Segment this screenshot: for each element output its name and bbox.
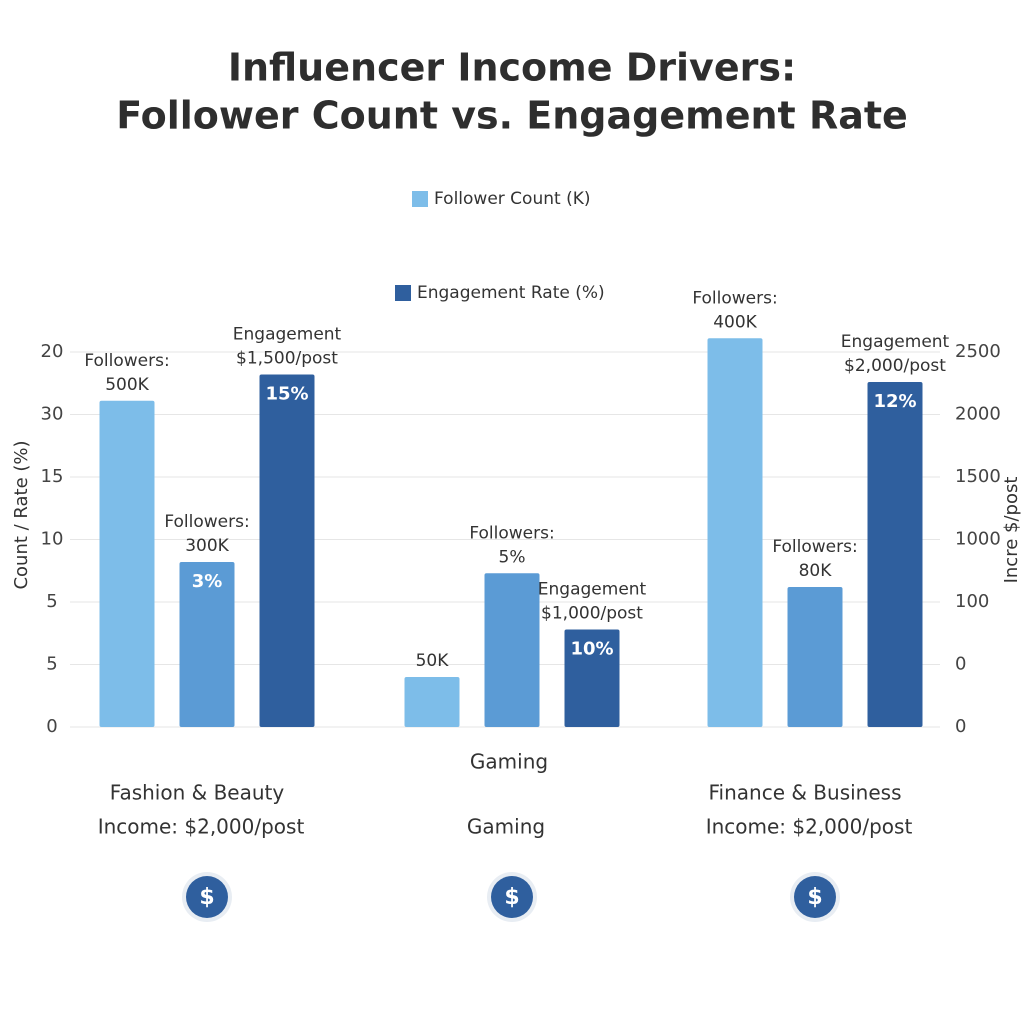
legend-label: Follower Count (K) (434, 189, 590, 209)
y-tick-label: 5 (46, 591, 57, 612)
y-axis-title: Count / Rate (%) (11, 440, 32, 589)
y2-tick-label: 0 (955, 654, 966, 675)
bar (259, 374, 315, 727)
bar-annotation: 50K (416, 651, 450, 671)
dollar-icon (186, 876, 228, 918)
bar-annotation: 5% (499, 547, 526, 567)
bar-annotation: $2,000/post (844, 356, 946, 376)
y2-tick-label: 100 (955, 591, 989, 612)
bar-inner-label: 3% (192, 571, 223, 592)
bar-annotation: Followers: (772, 537, 857, 557)
bar (99, 400, 155, 727)
y2-tick-label: 1500 (955, 466, 1001, 487)
category-sublabel: Income: $2,000/post (706, 815, 913, 839)
category-label: Fashion & Beauty (110, 781, 285, 805)
bar-annotation: 300K (185, 536, 229, 556)
y2-tick-label: 0 (955, 716, 966, 737)
bar (564, 629, 620, 727)
bar-annotation: Engagement (233, 325, 342, 345)
dollar-symbol: $ (199, 885, 214, 910)
x-axis-title: Gaming (470, 750, 548, 774)
dollar-icon (491, 876, 533, 918)
y-tick-label: 15 (41, 466, 64, 487)
y-tick-label: 10 (41, 529, 64, 550)
dollar-icon (794, 876, 836, 918)
bar-annotation: 400K (713, 312, 757, 332)
y2-axis-title: Incre $/post (1001, 477, 1022, 584)
bar-annotation: 500K (105, 375, 149, 395)
bar-annotation: Followers: (164, 512, 249, 532)
bar (484, 573, 540, 727)
bar-inner-label: 12% (873, 391, 916, 412)
dollar-symbol: $ (504, 885, 519, 910)
bar-annotation: Engagement (841, 332, 950, 352)
bar-annotation: 80K (799, 561, 833, 581)
bar-inner-label: 10% (570, 639, 613, 660)
y-tick-label: 30 (41, 404, 64, 425)
category-sublabel: Income: $2,000/post (98, 815, 305, 839)
dollar-symbol: $ (807, 885, 822, 910)
y2-tick-label: 2500 (955, 341, 1001, 362)
category-label: Finance & Business (708, 781, 901, 805)
legend-label: Engagement Rate (%) (417, 283, 605, 303)
bar-annotation: Followers: (84, 351, 169, 371)
y-tick-label: 5 (46, 654, 57, 675)
bar-inner-label: 15% (265, 384, 308, 405)
y-tick-label: 20 (41, 341, 64, 362)
bar-annotation: $1,000/post (541, 604, 643, 624)
y2-tick-label: 1000 (955, 529, 1001, 550)
bar-annotation: Engagement (538, 580, 647, 600)
category-sublabel: Gaming (467, 815, 545, 839)
legend-swatch (412, 191, 428, 207)
bar (787, 587, 843, 727)
bar-annotation: Followers: (469, 523, 554, 543)
chart-title: Follower Count vs. Engagement Rate (116, 94, 908, 138)
bar-annotation: Followers: (692, 288, 777, 308)
bar (867, 382, 923, 727)
bar-annotation: $1,500/post (236, 349, 338, 369)
y-tick-label: 0 (46, 716, 57, 737)
y2-tick-label: 2000 (955, 404, 1001, 425)
bar (404, 677, 460, 727)
bar (179, 562, 235, 727)
bar (707, 338, 763, 727)
chart-title: Influencer Income Drivers: (228, 46, 796, 90)
legend-swatch (395, 285, 411, 301)
